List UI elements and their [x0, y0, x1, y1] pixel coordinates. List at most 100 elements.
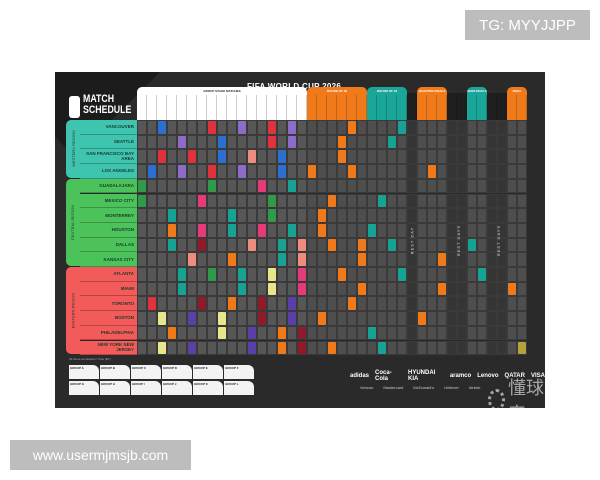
match-chip[interactable] — [268, 194, 276, 208]
match-chip[interactable] — [228, 297, 236, 311]
match-chip[interactable] — [328, 238, 336, 252]
match-chip[interactable] — [188, 150, 196, 164]
match-chip[interactable] — [348, 297, 356, 311]
match-chip[interactable] — [268, 209, 276, 222]
match-chip[interactable] — [148, 297, 156, 311]
match-chip[interactable] — [218, 312, 226, 325]
match-chip[interactable] — [338, 268, 346, 281]
match-chip[interactable] — [348, 121, 356, 134]
match-chip[interactable] — [228, 209, 236, 222]
match-chip[interactable] — [298, 341, 306, 355]
match-chip[interactable] — [348, 165, 356, 178]
match-chip[interactable] — [258, 297, 266, 311]
match-chip[interactable] — [268, 282, 276, 296]
match-chip[interactable] — [168, 209, 176, 222]
match-chip[interactable] — [278, 341, 286, 355]
match-chip[interactable] — [248, 326, 256, 340]
match-chip[interactable] — [298, 268, 306, 281]
match-chip[interactable] — [138, 194, 146, 208]
match-chip[interactable] — [308, 165, 316, 178]
match-chip[interactable] — [328, 341, 336, 355]
match-chip[interactable] — [288, 312, 296, 325]
match-chip[interactable] — [248, 238, 256, 252]
match-chip[interactable] — [288, 297, 296, 311]
match-chip[interactable] — [178, 165, 186, 178]
match-chip[interactable] — [258, 223, 266, 237]
match-chip[interactable] — [168, 238, 176, 252]
match-chip[interactable] — [278, 150, 286, 164]
match-chip[interactable] — [278, 238, 286, 252]
match-chip[interactable] — [388, 135, 396, 149]
match-chip[interactable] — [358, 282, 366, 296]
match-chip[interactable] — [378, 194, 386, 208]
match-chip[interactable] — [398, 121, 406, 134]
match-chip[interactable] — [278, 253, 286, 266]
match-chip[interactable] — [218, 135, 226, 149]
match-chip[interactable] — [168, 223, 176, 237]
match-chip[interactable] — [158, 341, 166, 355]
match-chip[interactable] — [318, 209, 326, 222]
match-chip[interactable] — [238, 121, 246, 134]
match-chip[interactable] — [178, 282, 186, 296]
match-chip[interactable] — [468, 238, 476, 252]
match-chip[interactable] — [248, 150, 256, 164]
match-chip[interactable] — [178, 268, 186, 281]
match-chip[interactable] — [368, 326, 376, 340]
match-chip[interactable] — [268, 121, 276, 134]
match-chip[interactable] — [208, 165, 216, 178]
match-chip[interactable] — [428, 165, 436, 178]
match-chip[interactable] — [368, 223, 376, 237]
match-chip[interactable] — [188, 312, 196, 325]
match-chip[interactable] — [378, 341, 386, 355]
match-chip[interactable] — [358, 238, 366, 252]
match-chip[interactable] — [198, 194, 206, 208]
match-chip[interactable] — [288, 121, 296, 134]
match-chip[interactable] — [328, 194, 336, 208]
match-chip[interactable] — [238, 268, 246, 281]
match-chip[interactable] — [248, 341, 256, 355]
match-chip[interactable] — [508, 282, 516, 296]
match-chip[interactable] — [338, 135, 346, 149]
match-chip[interactable] — [388, 238, 396, 252]
match-chip[interactable] — [208, 179, 216, 193]
match-chip[interactable] — [188, 253, 196, 266]
match-chip[interactable] — [158, 121, 166, 134]
match-chip[interactable] — [178, 135, 186, 149]
match-chip[interactable] — [208, 268, 216, 281]
match-chip[interactable] — [278, 326, 286, 340]
match-chip[interactable] — [298, 253, 306, 266]
match-chip[interactable] — [148, 165, 156, 178]
match-chip[interactable] — [398, 268, 406, 281]
match-chip[interactable] — [318, 223, 326, 237]
match-chip[interactable] — [188, 341, 196, 355]
match-chip[interactable] — [288, 135, 296, 149]
match-chip[interactable] — [298, 282, 306, 296]
match-chip[interactable] — [338, 150, 346, 164]
match-chip[interactable] — [218, 150, 226, 164]
match-chip[interactable] — [358, 253, 366, 266]
match-chip[interactable] — [218, 326, 226, 340]
match-chip[interactable] — [258, 312, 266, 325]
match-chip[interactable] — [228, 253, 236, 266]
match-chip[interactable] — [168, 326, 176, 340]
match-chip[interactable] — [158, 312, 166, 325]
match-chip[interactable] — [438, 282, 446, 296]
match-chip[interactable] — [208, 121, 216, 134]
match-chip[interactable] — [198, 297, 206, 311]
match-chip[interactable] — [238, 282, 246, 296]
match-chip[interactable] — [268, 135, 276, 149]
match-chip[interactable] — [438, 253, 446, 266]
match-chip[interactable] — [158, 150, 166, 164]
match-chip[interactable] — [478, 268, 486, 281]
match-chip[interactable] — [268, 268, 276, 281]
match-chip[interactable] — [418, 312, 426, 325]
match-chip[interactable] — [238, 165, 246, 178]
match-chip[interactable] — [138, 179, 146, 193]
match-chip[interactable] — [518, 341, 526, 355]
match-chip[interactable] — [198, 238, 206, 252]
match-chip[interactable] — [288, 179, 296, 193]
match-chip[interactable] — [228, 223, 236, 237]
match-chip[interactable] — [198, 223, 206, 237]
match-chip[interactable] — [288, 223, 296, 237]
match-chip[interactable] — [278, 165, 286, 178]
